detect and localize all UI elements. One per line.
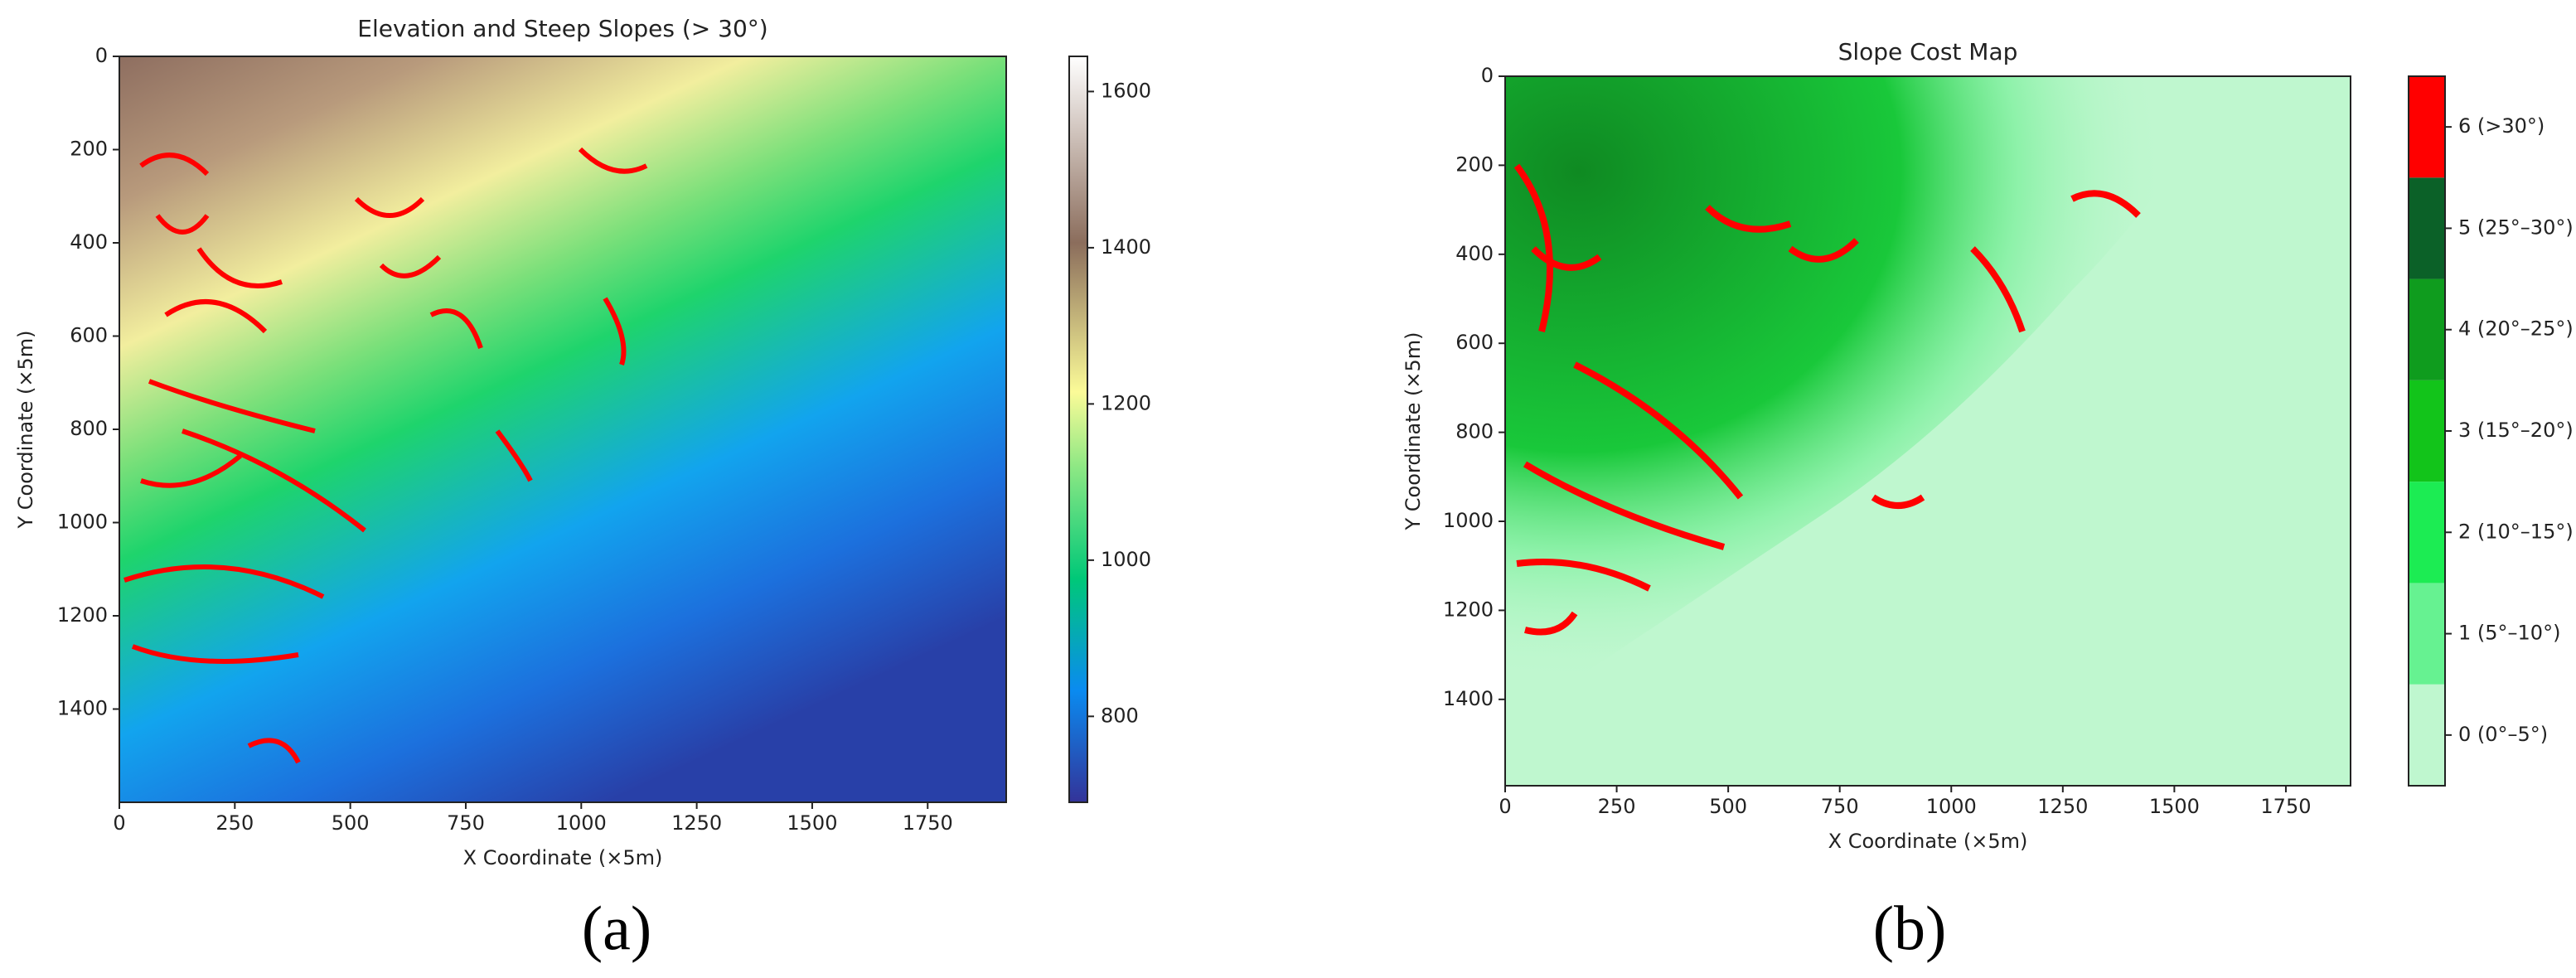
colorbar-class [2409, 278, 2445, 380]
y-tick-label: 1200 [57, 603, 108, 627]
x-tick-label: 0 [113, 811, 125, 835]
x-tick-label: 1750 [903, 811, 953, 835]
y-tick-label: 0 [1481, 64, 1494, 87]
colorbar-class [2409, 380, 2445, 482]
colorbar-class [2409, 177, 2445, 279]
colorbar-label: 4 (20°–25°) [2458, 317, 2574, 341]
colorbar-label: 2 (10°–15°) [2458, 520, 2574, 543]
colorbar-label: 3 (15°–20°) [2458, 419, 2574, 442]
colorbar-class [2409, 684, 2445, 786]
y-tick-label: 1200 [1443, 598, 1494, 621]
colorbar-label: 1400 [1101, 235, 1151, 259]
x-axis-label: X Coordinate (×5m) [463, 846, 663, 869]
elevation-image [119, 56, 1006, 802]
rough-terrain [1505, 76, 2238, 713]
colorbar-label: 1000 [1101, 548, 1151, 571]
x-tick-label: 1250 [671, 811, 722, 835]
colorbar-label: 1 (5°–10°) [2458, 622, 2560, 645]
steep-slope-overlay [123, 147, 648, 764]
y-tick-label: 600 [1455, 331, 1494, 354]
y-tick-label: 800 [70, 417, 108, 440]
colorbar-label: 1200 [1101, 391, 1151, 414]
x-tick-label: 1750 [2260, 795, 2311, 818]
x-tick-label: 1000 [1926, 795, 1977, 818]
elevation-raster [119, 56, 1006, 802]
y-tick-label: 400 [1455, 242, 1494, 265]
x-tick-label: 750 [447, 811, 485, 835]
plot-frame [1504, 75, 2351, 787]
colorbar-class [2409, 482, 2445, 583]
colorbar-frame [1068, 56, 1088, 803]
colorbar-class [2409, 76, 2445, 178]
x-axis-label: X Coordinate (×5m) [1828, 830, 2028, 853]
y-tick-label: 1000 [1443, 509, 1494, 532]
y-axis-label: Y Coordinate (×5m) [14, 331, 37, 530]
x-tick-label: 1500 [2149, 795, 2200, 818]
colorbar-label: 5 (25°–30°) [2458, 215, 2574, 239]
colorbar-frame [2408, 75, 2446, 787]
x-tick-label: 1500 [787, 811, 837, 835]
y-tick-label: 200 [70, 138, 108, 161]
colorbar-class [2409, 583, 2445, 685]
y-tick-label: 400 [70, 230, 108, 254]
colorbar-label: 0 (0°–5°) [2458, 723, 2548, 746]
y-tick-label: 800 [1455, 420, 1494, 443]
y-tick-label: 0 [95, 44, 108, 67]
y-tick-label: 1400 [57, 697, 108, 720]
x-tick-label: 0 [1499, 795, 1511, 818]
panel-label: (a) [582, 893, 651, 963]
panel-label: (b) [1873, 893, 1947, 963]
y-tick-label: 600 [70, 324, 108, 347]
steep-cost-overlay [1513, 163, 2141, 636]
y-tick-label: 1400 [1443, 687, 1494, 710]
slope-image [1505, 76, 2351, 786]
x-tick-label: 1250 [2037, 795, 2088, 818]
colorbar-label: 6 (>30°) [2458, 114, 2545, 138]
x-tick-label: 500 [1709, 795, 1747, 818]
x-tick-label: 250 [1598, 795, 1636, 818]
x-tick-label: 750 [1821, 795, 1859, 818]
chart-title: Elevation and Steep Slopes (> 30°) [357, 15, 767, 42]
colorbar [1069, 56, 1087, 802]
x-tick-label: 1000 [556, 811, 607, 835]
y-tick-label: 1000 [57, 511, 108, 534]
y-axis-label: Y Coordinate (×5m) [1402, 332, 1425, 531]
x-tick-label: 250 [215, 811, 254, 835]
chart-title: Slope Cost Map [1838, 38, 2018, 65]
colorbar-label: 800 [1101, 704, 1139, 727]
colorbar-label: 1600 [1101, 79, 1151, 102]
x-tick-label: 500 [332, 811, 370, 835]
y-tick-label: 200 [1455, 153, 1494, 176]
